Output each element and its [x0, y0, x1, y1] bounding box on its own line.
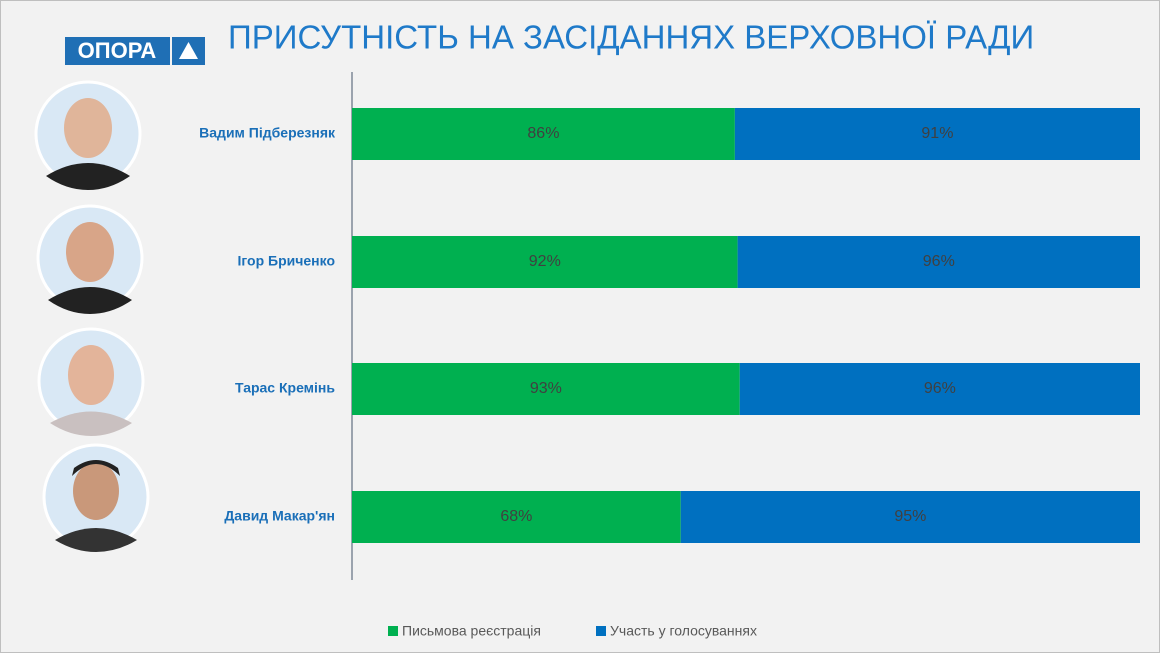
- value-label: 92%: [529, 253, 561, 270]
- value-label: 68%: [500, 508, 532, 525]
- bar-segment: [737, 236, 1140, 288]
- legend-swatch: [388, 626, 398, 636]
- bar-segment: [352, 108, 735, 160]
- logo-text: ОПОРА: [78, 38, 157, 63]
- category-label: Давид Макар'ян: [224, 508, 335, 524]
- photos: [34, 80, 150, 552]
- value-label: 93%: [530, 380, 562, 397]
- legend-label: Письмова реєстрація: [402, 623, 541, 639]
- bar-segment: [352, 363, 740, 415]
- value-label: 96%: [924, 380, 956, 397]
- chart-title: ПРИСУТНІСТЬ НА ЗАСІДАННЯХ ВЕРХОВНОЇ РАДИ: [228, 19, 1034, 56]
- photo: [42, 443, 150, 552]
- value-label: 91%: [921, 125, 953, 142]
- legend-swatch: [596, 626, 606, 636]
- bar-segment: [739, 363, 1140, 415]
- photo: [34, 80, 142, 190]
- bar-segment: [734, 108, 1140, 160]
- category-label: Тарас Кремінь: [235, 380, 335, 396]
- photo: [36, 204, 144, 314]
- category-label: Ігор Бриченко: [238, 253, 336, 269]
- value-label: 96%: [923, 253, 955, 270]
- photo: [37, 327, 145, 436]
- bar-segment: [352, 491, 681, 543]
- bar-segment: [680, 491, 1140, 543]
- legend-label: Участь у голосуваннях: [610, 623, 757, 639]
- logo-triangle: [179, 42, 198, 59]
- bar-segment: [352, 236, 738, 288]
- value-label: 95%: [894, 508, 926, 525]
- category-label: Вадим Підберезняк: [199, 125, 336, 141]
- value-label: 86%: [527, 125, 559, 142]
- logo-box: [65, 37, 170, 65]
